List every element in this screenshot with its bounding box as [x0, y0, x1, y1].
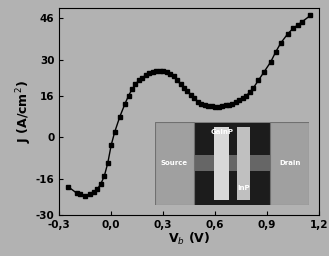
X-axis label: V$_{b}$ (V): V$_{b}$ (V): [168, 231, 210, 247]
Y-axis label: J (A/cm$^{2}$): J (A/cm$^{2}$): [14, 80, 34, 143]
